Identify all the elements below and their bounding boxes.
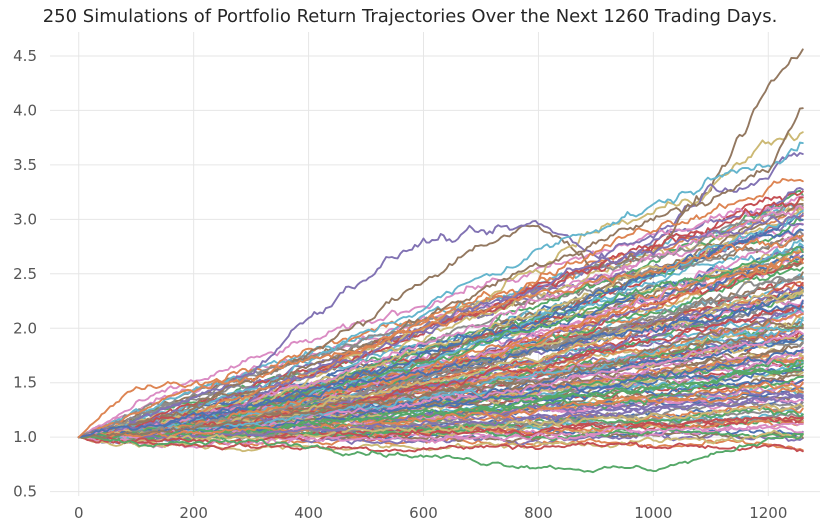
series-group — [77, 48, 804, 474]
simulation-line — [77, 381, 804, 441]
y-tick-label: 2.5 — [13, 265, 37, 283]
simulation-line — [77, 403, 804, 445]
x-tick-label: 1000 — [634, 504, 672, 522]
simulation-line — [77, 436, 804, 453]
simulation-line — [77, 255, 804, 439]
x-tick-label: 800 — [524, 504, 553, 522]
simulation-line — [77, 234, 804, 439]
y-tick-label: 4.5 — [13, 47, 37, 65]
simulation-line — [77, 210, 804, 440]
y-tick-label: 4.0 — [13, 101, 37, 119]
simulation-line — [77, 330, 804, 442]
y-axis-ticks: 0.5 1.0 1.5 2.0 2.5 3.0 3.5 4.0 4.5 — [13, 47, 37, 501]
simulation-line — [77, 375, 804, 441]
x-tick-label: 200 — [179, 504, 208, 522]
simulation-line — [77, 48, 804, 439]
simulation-line — [77, 300, 804, 439]
x-tick-label: 1200 — [749, 504, 787, 522]
y-tick-label: 1.0 — [13, 428, 37, 446]
simulation-line — [77, 107, 804, 439]
simulation-line — [77, 141, 804, 439]
y-tick-label: 0.5 — [13, 483, 37, 501]
simulation-line — [77, 318, 804, 440]
simulation-line — [77, 392, 804, 445]
simulation-line — [77, 206, 804, 439]
simulation-line — [77, 222, 804, 439]
y-tick-label: 3.5 — [13, 156, 37, 174]
y-tick-label: 1.5 — [13, 374, 37, 392]
simulation-line — [77, 365, 804, 440]
x-axis-ticks: 0 200 400 600 800 1000 1200 — [74, 504, 787, 522]
x-tick-label: 600 — [409, 504, 438, 522]
simulation-line — [77, 195, 804, 439]
x-tick-label: 400 — [294, 504, 323, 522]
y-tick-label: 2.0 — [13, 319, 37, 337]
simulation-line — [77, 432, 804, 474]
simulation-line — [77, 177, 804, 439]
chart-title: 250 Simulations of Portfolio Return Traj… — [43, 6, 778, 27]
x-tick-label: 0 — [74, 504, 84, 522]
simulation-line — [77, 415, 804, 446]
y-tick-label: 3.0 — [13, 210, 37, 228]
